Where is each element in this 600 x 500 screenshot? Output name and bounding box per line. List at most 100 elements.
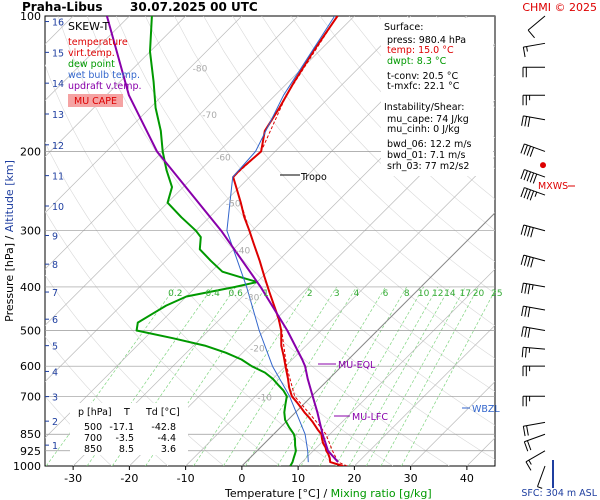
wind-barb-flag: [526, 425, 529, 436]
dry-adiabat: [232, 16, 495, 294]
wind-barb: [527, 15, 546, 39]
wind-barb-flag: [526, 46, 528, 52]
altitude-tick-label: 14: [52, 79, 64, 90]
pressure-tick-label: 500: [20, 325, 41, 338]
mu-cinh-value: mu_cinh: 0 J/kg: [387, 124, 460, 135]
table-cell-p-850: 850: [84, 444, 102, 455]
surface-tconv: t-conv: 20.5 °C: [387, 71, 458, 82]
isotherm-label: -80: [193, 64, 208, 74]
mixing-ratio-label: 14: [444, 289, 456, 299]
temperature-tick-label: 30: [404, 472, 418, 485]
wind-barb: [520, 224, 546, 238]
isotherm-label: -50: [226, 200, 241, 210]
wind-barb-flag: [532, 173, 538, 184]
altitude-tick-label: 15: [52, 48, 64, 59]
wind-barb-shaft: [523, 421, 546, 427]
altitude-tick-label: 8: [52, 260, 58, 271]
mixing-ratio-label: 12: [432, 289, 443, 299]
wind-barb-flag: [527, 284, 531, 295]
wind-barb-flag: [529, 147, 535, 157]
wind-barb: [525, 450, 546, 471]
altitude-tick-label: 13: [52, 110, 64, 121]
chart-datetime: 30.07.2025 00 UTC: [130, 0, 258, 14]
wind-barb-flag: [525, 461, 532, 471]
wind-barb-flag: [527, 256, 531, 267]
mixing-ratio-label: 8: [404, 289, 410, 299]
wind-barb-shaft: [523, 254, 546, 262]
temperature-tick-label: 10: [291, 472, 305, 485]
dry-adiabat: [261, 16, 495, 263]
wind-barb-flag: [520, 224, 525, 235]
surface-press: press: 980.4 hPa: [387, 35, 466, 46]
wind-barb-flag: [527, 29, 535, 39]
info-panel: Surface: press: 980.4 hPa temp: 15.0 °C …: [381, 18, 493, 176]
legend: SKEW-T temperature virt.temp. dew point …: [68, 20, 142, 107]
mixing-ratio-label: 0.6: [229, 289, 244, 299]
mixing-ratio-line: [223, 286, 338, 466]
surface-title: Surface:: [384, 22, 423, 33]
wind-barb: [521, 282, 546, 295]
wind-barb-flag: [526, 171, 531, 182]
wind-barb-flag: [520, 169, 525, 180]
series-layer: [105, 16, 348, 466]
wind-barb-flag: [526, 146, 531, 156]
wind-barb-flag: [520, 187, 525, 198]
mixing-ratio-line: [45, 286, 176, 466]
wind-barb-flag: [524, 327, 528, 338]
station-name: Praha-Libus: [22, 0, 102, 14]
info-panel-bg: [381, 18, 493, 176]
wind-barb-flag: [528, 459, 532, 465]
level-table: p [hPa] T Td [°C] 500 -17.1 -42.8 700 -3…: [70, 403, 188, 455]
wind-barb-flag: [523, 441, 529, 452]
wind-barb-shaft: [523, 224, 546, 232]
mxws-label: MXWS: [538, 181, 568, 192]
series-dew-point: [135, 16, 297, 466]
wind-barb-flag: [525, 347, 527, 358]
bwd01-value: bwd_01: 7.1 m/s: [387, 150, 465, 161]
temperature-tick-label: -30: [64, 472, 82, 485]
wbzl-label: WBZL: [472, 404, 500, 415]
altitude-tick-label: 16: [52, 18, 64, 29]
bwd06-value: bwd_06: 12.2 m/s: [387, 139, 472, 150]
legend-item-temperature: temperature: [68, 37, 128, 48]
mixing-ratio-line: [380, 286, 479, 466]
wind-barb-flag: [520, 143, 525, 154]
series-virt-temp: [232, 16, 348, 466]
sfc-label: SFC: 304 m ASL: [521, 488, 597, 499]
dry-adiabat: [319, 16, 495, 200]
wind-barb: [522, 365, 545, 377]
wind-barb: [521, 326, 546, 338]
wind-barbs: [520, 15, 554, 489]
wind-barb-flag: [530, 257, 534, 268]
table-cell-t-700: -3.5: [115, 433, 134, 444]
isotherm: [45, 16, 299, 270]
pressure-tick-label: 200: [20, 145, 41, 158]
wind-barb-flag: [526, 189, 531, 200]
wind-barb: [520, 187, 546, 201]
instability-title: Instability/Shear:: [384, 102, 464, 113]
dry-adiabat: [494, 16, 495, 17]
annotations: Tropo MU-EQL MU-LFC WBZL MXWS SFC: 304 m…: [280, 172, 598, 499]
wind-barb-flag: [523, 144, 528, 155]
srh03-value: srh_03: 77 m2/s2: [387, 161, 469, 172]
wind-barb-flag: [524, 116, 528, 127]
table-header-p: p [hPa]: [78, 407, 112, 418]
series-updraft-v-temp: [105, 16, 339, 463]
axes-layer: 1002003004005006007008509251000123456789…: [13, 10, 474, 485]
wind-barb-flag: [521, 283, 524, 294]
isotherm-label: -70: [202, 111, 217, 121]
wind-barb: [520, 254, 546, 268]
isotherm: [45, 16, 411, 383]
wind-barb-flag: [527, 327, 531, 338]
mixing-ratio-line: [245, 286, 357, 466]
wind-barb-flag: [526, 440, 532, 451]
wind-barb-flag: [524, 283, 528, 294]
mixing-ratio-label: 0.2: [168, 289, 182, 299]
table-cell-t-850: 8.5: [119, 444, 134, 455]
wind-barb: [521, 346, 546, 358]
mixing-ratio-label: 4: [354, 289, 360, 299]
altitude-tick-label: 10: [52, 202, 64, 213]
series-wet-bulb-temp: [226, 16, 336, 463]
surface-dwpt: dwpt: 8.3 °C: [387, 56, 447, 67]
